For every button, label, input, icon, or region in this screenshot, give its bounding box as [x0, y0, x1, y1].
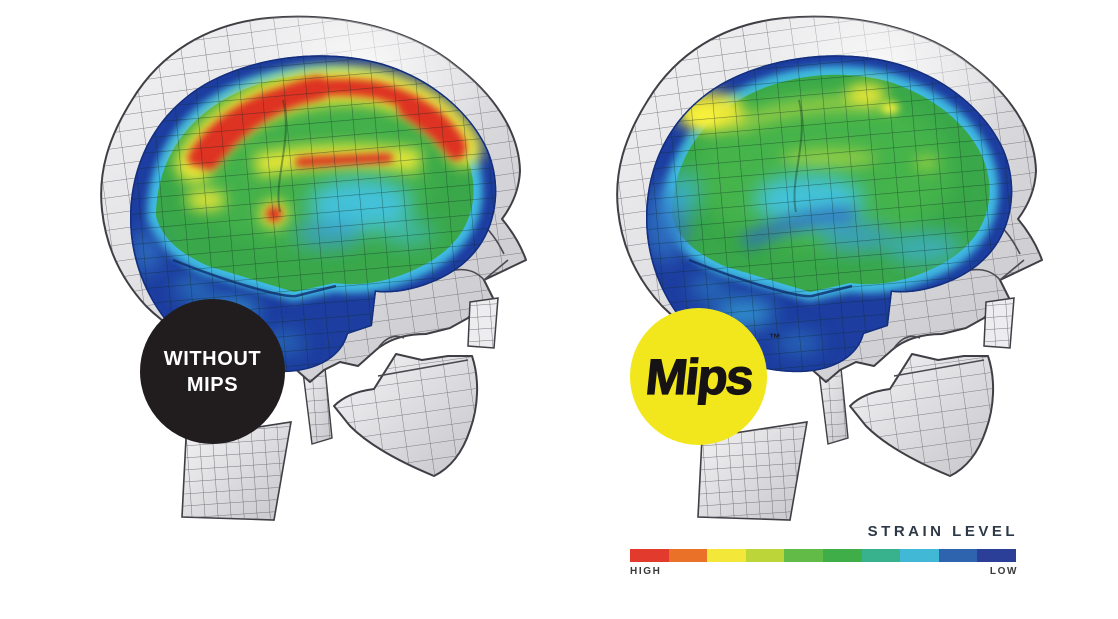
head-model-with-mips — [594, 8, 1064, 528]
legend-swatch — [861, 549, 901, 562]
without-mips-badge: WITHOUT MIPS — [140, 299, 285, 444]
legend-swatch — [745, 549, 785, 562]
mips-logo-badge: Mips — [630, 308, 767, 445]
legend-swatch — [900, 549, 939, 562]
legend-low-label: LOW — [989, 566, 1018, 577]
badge-line-1: WITHOUT — [163, 347, 262, 370]
legend-swatch — [784, 549, 823, 562]
legend-swatch — [707, 549, 746, 562]
brain-heatmap-with-mips — [646, 8, 1064, 528]
legend-swatch — [668, 549, 708, 562]
mips-logo: Mips — [642, 348, 755, 405]
without-mips-badge-text: WITHOUT MIPS — [164, 346, 262, 398]
legend-swatch — [630, 549, 669, 562]
head-model-without-mips — [78, 8, 548, 528]
brain-heatmap-without-mips — [130, 8, 548, 528]
legend-high-label: HIGH — [630, 566, 662, 577]
strain-gradient-bar — [630, 549, 1016, 562]
legend-swatch — [822, 549, 862, 562]
trademark-icon: ™ — [769, 331, 781, 345]
legend-swatch — [938, 549, 978, 562]
badge-line-2: MIPS — [186, 373, 239, 396]
legend-swatch — [977, 549, 1016, 562]
